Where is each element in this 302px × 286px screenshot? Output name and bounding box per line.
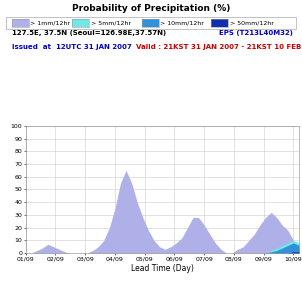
Text: > 50mm/12hr: > 50mm/12hr [230,20,273,25]
X-axis label: Lead Time (Day): Lead Time (Day) [131,264,194,273]
Text: EPS (T213L40M32): EPS (T213L40M32) [219,30,293,36]
Text: Issued  at  12UTC 31 JAN 2007: Issued at 12UTC 31 JAN 2007 [12,44,132,50]
Text: > 5mm/12hr: > 5mm/12hr [91,20,130,25]
Text: > 1mm/12hr: > 1mm/12hr [30,20,70,25]
Text: Valid : 21KST 31 JAN 2007 - 21KST 10 FEB 2007: Valid : 21KST 31 JAN 2007 - 21KST 10 FEB… [136,44,302,50]
Text: Probability of Precipitation (%): Probability of Precipitation (%) [72,4,230,13]
Text: > 10mm/12hr: > 10mm/12hr [160,20,204,25]
Text: 127.5E, 37.5N (Seoul=126.98E,37.57N): 127.5E, 37.5N (Seoul=126.98E,37.57N) [12,30,166,36]
